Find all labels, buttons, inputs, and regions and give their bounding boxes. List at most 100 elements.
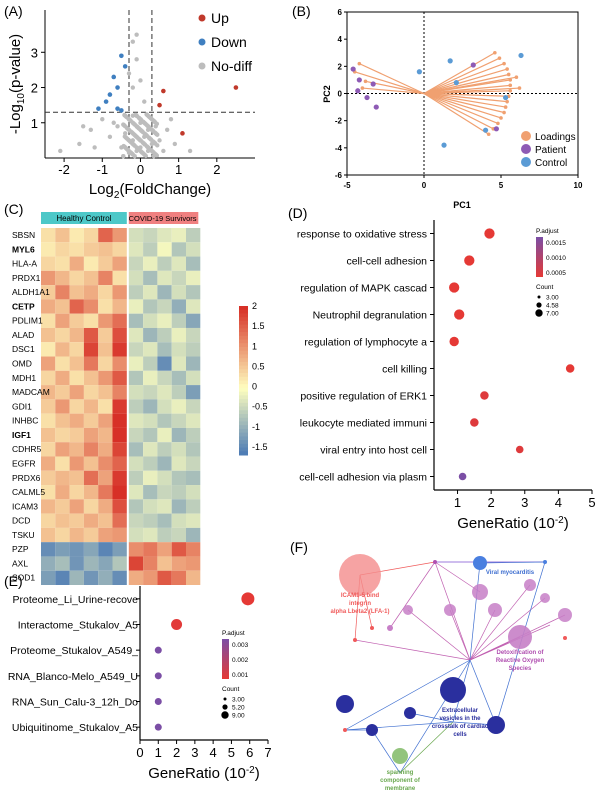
b-loading-tip [486, 132, 491, 137]
c-heat-cell [157, 256, 172, 271]
c-heat-cell [98, 442, 113, 457]
c-heat-cell [128, 313, 144, 328]
c-heat-cell [55, 499, 70, 514]
b-loading-arrow [359, 63, 425, 95]
c-colorbar-segment [239, 306, 248, 311]
network-nodes [336, 554, 572, 764]
a-point-nodiff [150, 139, 156, 144]
c-colorbar-label: 1.5 [252, 321, 265, 331]
c-heat-cell [98, 527, 113, 543]
c-heat-cell [55, 228, 70, 243]
c-heat-cell [128, 570, 144, 585]
dot-panelD [449, 336, 459, 347]
c-heat-cell [83, 285, 99, 300]
c-heat-cell [98, 242, 113, 257]
b-loading-tip [517, 86, 522, 90]
c-heat-cell [112, 270, 127, 286]
c-colorbar-segment [239, 376, 248, 381]
c-heat-cell [55, 299, 70, 314]
c-row-label: SBSN [12, 230, 35, 240]
c-heat-cell [41, 527, 56, 543]
c-heat-cell [83, 570, 99, 585]
a-point-up [233, 85, 239, 90]
b-loading-tip [503, 105, 508, 109]
legend-tick-panelE: 0.002 [232, 657, 249, 664]
c-colorbar-label: 0 [252, 382, 257, 392]
a-point-nodiff [133, 112, 138, 117]
b-loading-arrow [423, 92, 509, 97]
label-icam-line-1: ICAM1-5 bind [341, 593, 380, 599]
c-heat-cell [69, 413, 84, 428]
c-heat-cell [41, 556, 56, 571]
c-heat-cell [186, 427, 201, 443]
c-colorbar-segment [239, 354, 248, 359]
dot-panelD [565, 364, 575, 373]
label-icam-line-3: alpha Lbeta2 (LFA-1) [330, 609, 389, 615]
c-heat-cell [128, 228, 144, 243]
node-purple-2 [524, 579, 536, 591]
c-colorbar-segment [239, 410, 248, 415]
c-heat-cell [83, 370, 99, 386]
c-heat-cell [157, 470, 172, 486]
a-point-nodiff [80, 124, 86, 129]
c-heat-cell [69, 427, 84, 443]
c-colorbar-segment [239, 317, 248, 322]
b-loading-tip [505, 67, 509, 71]
a-point-nodiff [150, 117, 155, 123]
c-heat-cell [41, 299, 56, 314]
c-colorbar-segment [239, 320, 248, 326]
c-heat-cell [112, 256, 127, 271]
a-point-nodiff [134, 57, 139, 62]
c-heat-cell [112, 228, 127, 243]
a-x-tick-label: -2 [58, 162, 70, 177]
c-heat-cell [143, 442, 158, 457]
b-loading-tip [496, 121, 500, 126]
a-point-nodiff [124, 146, 129, 151]
c-heat-cell [98, 327, 113, 343]
x-tick-label-panelD: 1 [454, 495, 461, 510]
count-label-panelE: 9.00 [232, 713, 245, 720]
c-heat-cell [98, 313, 113, 328]
a-point-nodiff [107, 134, 113, 140]
a-y-title-rest: (p-value) [7, 34, 24, 93]
c-heat-cell [98, 456, 113, 471]
c-heat-cell [143, 270, 158, 286]
label-spanning-line-1: spanning [387, 770, 414, 776]
b-legend-marker [521, 157, 531, 167]
node-blue-3 [404, 707, 416, 719]
c-row-label: TSKU [12, 530, 35, 540]
c-heat-cell [171, 327, 186, 343]
a-point-nodiff [58, 148, 63, 154]
a-point-nodiff [148, 148, 154, 153]
c-heat-cell [128, 456, 144, 471]
label-spanning-line-3: membrane [385, 786, 416, 792]
a-point-nodiff [146, 135, 152, 140]
c-colorbar-segment [239, 380, 248, 385]
c-heat-cell [157, 299, 172, 314]
a-point-nodiff [77, 141, 82, 147]
c-heat-cell [41, 513, 56, 528]
c-heat-cell [69, 513, 84, 528]
c-heat-cell [41, 456, 56, 471]
x-tick-label-panelE: 6 [246, 745, 253, 760]
c-heat-cell [186, 485, 201, 500]
a-point-nodiff [138, 149, 144, 154]
category-label-panelE: Proteome_Stukalov_A549_ [10, 645, 138, 657]
dot-panelE [171, 619, 183, 630]
a-point-nodiff [144, 144, 150, 149]
a-point-down [122, 64, 128, 69]
b-point-patient [493, 126, 499, 132]
c-heat-cell [41, 228, 56, 243]
b-x-tick-label: -5 [343, 181, 351, 190]
c-heat-cell [112, 399, 127, 414]
c-heat-cell [128, 470, 144, 486]
dot-panelD [470, 418, 479, 427]
c-heat-cell [41, 413, 56, 428]
a-point-nodiff [136, 136, 141, 141]
c-heat-cell [128, 527, 144, 543]
c-heat-cell [128, 370, 144, 386]
c-heat-cell [171, 242, 186, 257]
node-blue-5 [343, 728, 347, 732]
a-legend-label: No-diff [211, 58, 252, 74]
a-point-nodiff [128, 129, 134, 134]
